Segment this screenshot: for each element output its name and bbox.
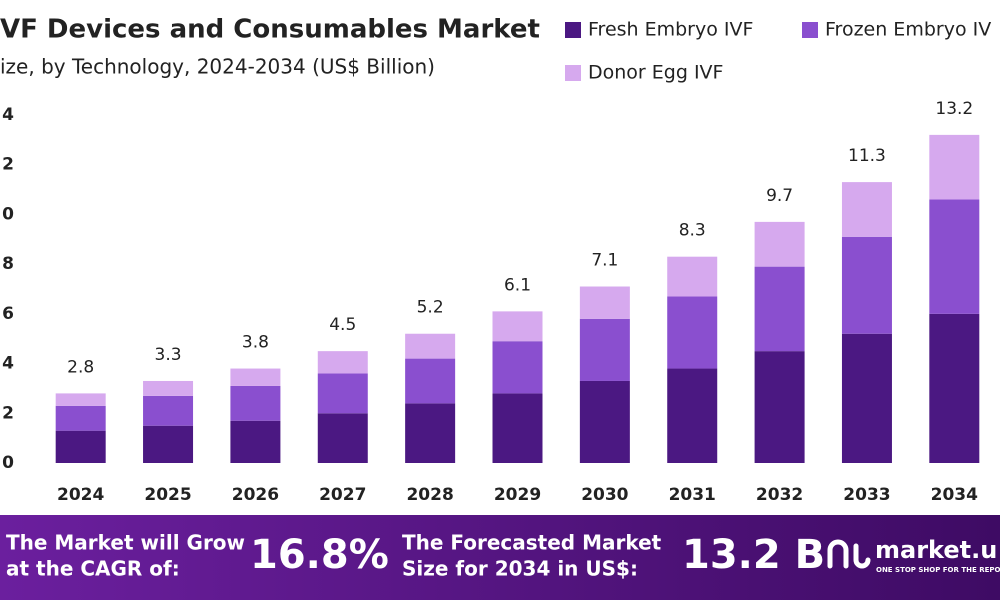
brand-logo [827,539,871,569]
legend-label: Frozen Embryo IV [825,19,991,41]
forecast-text: Size for 2034 in US$: [402,557,638,581]
legend-label: Fresh Embryo IVF [588,19,753,41]
bar-segment [667,368,718,463]
bar-segment [841,182,892,237]
x-tick-label: 2033 [843,485,890,505]
x-tick-label: 2032 [756,485,803,505]
x-tick-label: 2028 [406,485,453,505]
bar-segment [55,393,106,406]
bar-segment [929,313,980,463]
x-tick-label: 2031 [669,485,716,505]
bar-segment [754,266,805,352]
y-tick-label: 2 [2,403,14,423]
footer-banner [0,515,1000,600]
y-tick-label: 2 [2,155,14,175]
forecast-text: The Forecasted Market [402,531,662,555]
bar-segment [492,341,543,394]
total-label: 13.2 [935,99,973,119]
bar-segment [230,368,281,386]
y-tick-label: 4 [2,105,14,125]
legend-swatch [565,22,581,38]
legend-swatch [802,22,818,38]
y-tick-label: 6 [2,304,14,324]
bar-segment [55,405,106,431]
bar-segment [492,393,543,463]
brand: market.u [875,536,997,564]
total-label: 9.7 [766,186,793,206]
total-label: 7.1 [591,251,618,271]
total-label: 8.3 [679,221,706,241]
total-label: 11.3 [848,146,886,166]
x-tick-label: 2024 [57,485,104,505]
x-tick-label: 2030 [581,485,628,505]
bar-segment [317,373,368,414]
y-tick-label: 0 [2,204,14,224]
total-label: 2.8 [67,357,94,377]
x-tick-label: 2034 [931,485,978,505]
bar-segment [492,311,543,342]
bar-segment [579,318,630,381]
bar-segment [143,395,194,426]
bar-segment [230,420,281,463]
bar-segment [754,351,805,463]
bar-segment [230,385,281,421]
bar-segment [317,413,368,463]
total-label: 5.2 [417,298,444,318]
bar-segment [405,333,456,359]
chart-subtitle: ize, by Technology, 2024-2034 (US$ Billi… [0,55,435,79]
total-label: 6.1 [504,275,531,295]
x-tick-label: 2029 [494,485,541,505]
bar-segment [667,296,718,369]
bar-segment [55,430,106,463]
cagr-text: at the CAGR of: [6,557,180,581]
y-tick-label: 8 [2,254,14,274]
total-label: 4.5 [329,315,356,335]
bar-segment [667,256,718,297]
forecast-value: 13.2 B [682,532,825,578]
bar-segment [841,333,892,463]
cagr-value: 16.8% [250,532,389,578]
total-label: 3.8 [242,333,269,353]
chart-title: VF Devices and Consumables Market [0,15,540,45]
bar-segment [143,425,194,463]
legend-swatch [565,65,581,81]
cagr-text: The Market will Grow [6,531,245,555]
bar-segment [929,199,980,314]
bar-segment [143,380,194,396]
bar-segment [841,236,892,334]
y-tick-label: 4 [2,354,14,374]
x-tick-label: 2025 [144,485,191,505]
bar-segment [405,358,456,404]
bar-segment [317,351,368,374]
bar-segment [754,221,805,267]
bar-segment [579,286,630,319]
bar-segment [929,134,980,200]
brand-tagline: ONE STOP SHOP FOR THE REPO [876,566,1000,574]
legend-label: Donor Egg IVF [588,62,723,84]
y-tick-label: 0 [2,453,14,473]
total-label: 3.3 [155,345,182,365]
bar-segment [579,380,630,463]
x-tick-label: 2026 [232,485,279,505]
x-tick-label: 2027 [319,485,366,505]
bar-segment [405,403,456,463]
